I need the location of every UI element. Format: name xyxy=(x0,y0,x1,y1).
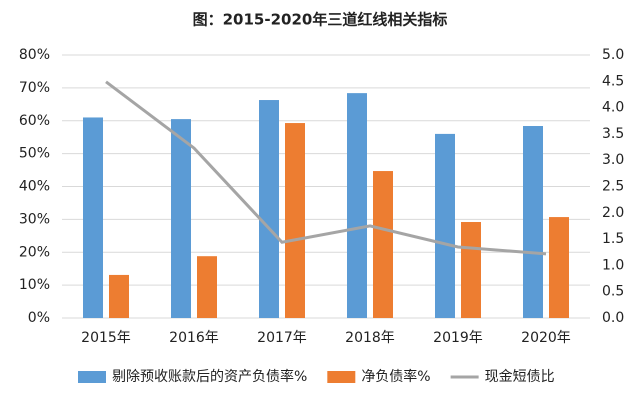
y-tick-label: 2.5 xyxy=(602,179,624,195)
bar xyxy=(523,126,543,318)
y-tick-label: 2.0 xyxy=(602,205,624,221)
bar xyxy=(83,117,103,319)
y-tick-label: 0.5 xyxy=(602,284,624,300)
y-tick-label: 50% xyxy=(19,146,50,162)
y-tick-label: 5.0 xyxy=(602,47,624,63)
x-tick-label: 2017年 xyxy=(257,330,307,346)
bar xyxy=(259,100,279,318)
x-tick-label: 2018年 xyxy=(345,330,395,346)
x-tick-label: 2020年 xyxy=(521,330,571,346)
bar xyxy=(109,274,129,318)
y-tick-label: 4.0 xyxy=(602,100,624,116)
y-tick-label: 4.5 xyxy=(602,73,624,89)
legend-swatch xyxy=(78,371,106,383)
y-tick-label: 70% xyxy=(19,80,50,96)
y-tick-label: 1.0 xyxy=(602,257,624,273)
bar xyxy=(373,171,393,318)
x-tick-label: 2016年 xyxy=(169,330,219,346)
x-tick-label: 2019年 xyxy=(433,330,483,346)
y-tick-label: 30% xyxy=(19,211,50,227)
bar xyxy=(171,119,191,318)
bar xyxy=(435,133,455,318)
y-tick-label: 40% xyxy=(19,179,50,195)
line xyxy=(105,80,547,256)
bar xyxy=(197,256,217,318)
legend-label: 现金短债比 xyxy=(485,369,555,385)
legend-label: 剔除预收账款后的资产负债率% xyxy=(112,368,307,385)
y-tick-label: 10% xyxy=(19,277,50,293)
y-tick-label: 0.0 xyxy=(602,310,624,326)
bar xyxy=(549,217,569,318)
y-tick-label: 3.5 xyxy=(602,126,624,142)
bar xyxy=(285,123,305,319)
y-tick-label: 60% xyxy=(19,113,50,129)
y-tick-label: 3.0 xyxy=(602,152,624,168)
y-tick-label: 1.5 xyxy=(602,231,624,247)
x-tick-label: 2015年 xyxy=(81,330,131,346)
chart-title: 图：2015-2020年三道红线相关指标 xyxy=(193,11,448,29)
y-tick-label: 20% xyxy=(19,244,50,260)
legend-label: 净负债率% xyxy=(361,368,430,385)
y-tick-label: 80% xyxy=(19,47,50,63)
y-tick-label: 0% xyxy=(28,310,50,326)
legend-swatch xyxy=(327,371,356,383)
bar xyxy=(461,222,481,318)
bar xyxy=(347,93,367,318)
